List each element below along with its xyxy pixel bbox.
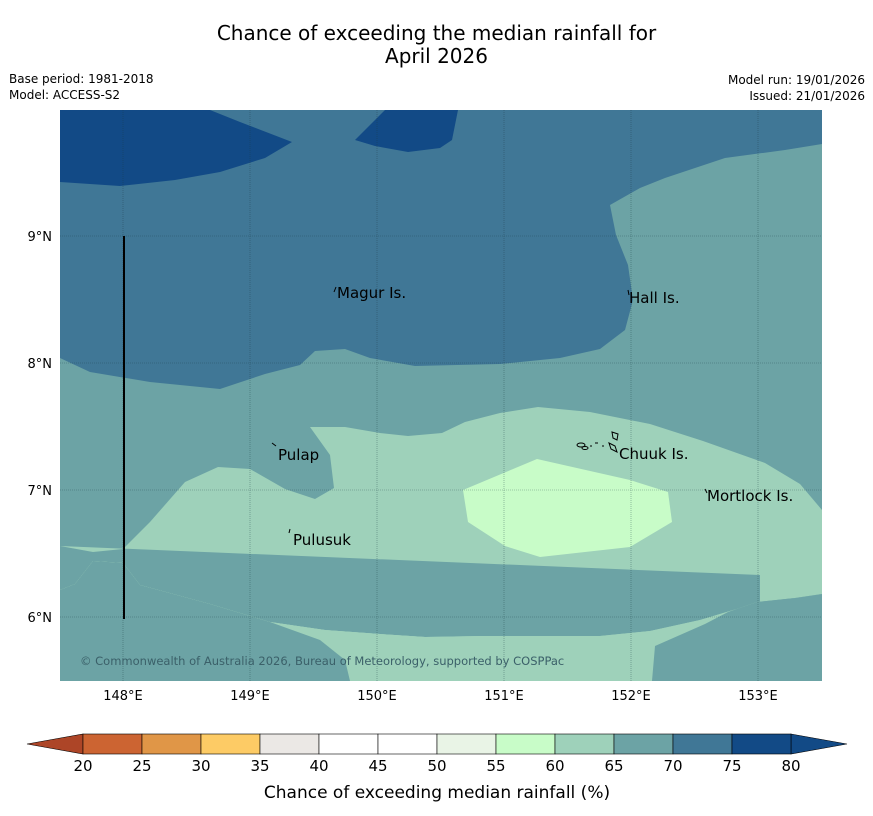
colorbar-tick-label: 55	[486, 757, 505, 775]
lat-label: 6°N	[28, 611, 53, 626]
lon-label: 150°E	[357, 689, 397, 704]
colorbar-segment	[82, 733, 143, 755]
place-label: Pulap	[278, 446, 319, 464]
forecast-map: Magur Is. Hall Is. Pulap Chuuk Is. Mortl…	[60, 110, 822, 681]
island-pulusuk	[288, 528, 291, 534]
colorbar-high-extension	[790, 733, 848, 755]
lon-label: 149°E	[230, 689, 270, 704]
band-70-75-southwest	[60, 561, 350, 681]
band-80-plus-north	[355, 110, 458, 152]
place-label: Hall Is.	[629, 289, 680, 307]
colorbar-tick-label: 80	[781, 757, 800, 775]
colorbar-label: Chance of exceeding median rainfall (%)	[264, 783, 610, 803]
colorbar-tick-label: 50	[427, 757, 446, 775]
colorbar-tick-label: 30	[191, 757, 210, 775]
lat-label: 9°N	[28, 230, 53, 245]
colorbar-tick-label: 35	[250, 757, 269, 775]
base-period: Base period: 1981-2018	[9, 72, 154, 86]
title-line-1: Chance of exceeding the median rainfall …	[216, 21, 657, 45]
colorbar-tick-label: 45	[368, 757, 387, 775]
colorbar-segment	[259, 733, 320, 755]
meta-right: Model run: 19/01/2026 Issued: 21/01/2026	[728, 72, 865, 104]
colorbar-tick-label: 75	[722, 757, 741, 775]
meta-left: Base period: 1981-2018 Model: ACCESS-S2	[9, 71, 154, 103]
colorbar-tick-label: 20	[73, 757, 92, 775]
colorbar: 20 25 30 35 40 45 50 55 60 65 70 75 80 Chance of exc…	[26, 733, 848, 803]
colorbar-segment	[495, 733, 556, 755]
colorbar-tick-label: 65	[604, 757, 623, 775]
band-70-75-southeast	[652, 594, 822, 681]
colorbar-segment	[318, 733, 379, 755]
lon-label: 153°E	[738, 689, 778, 704]
model-name: Model: ACCESS-S2	[9, 88, 121, 102]
colorbar-segment	[141, 733, 202, 755]
island-pulap	[271, 442, 277, 447]
band-60-65	[463, 459, 672, 557]
colorbar-segment	[554, 733, 615, 755]
colorbar-tick-label: 70	[663, 757, 682, 775]
island-chuuk	[576, 431, 619, 453]
colorbar-low-extension	[26, 733, 84, 755]
colorbar-tick-label: 60	[545, 757, 564, 775]
lon-label: 148°E	[103, 689, 143, 704]
colorbar-segment	[436, 733, 497, 755]
island-magur	[333, 286, 337, 293]
issued-date: Issued: 21/01/2026	[749, 89, 865, 103]
map-title: Chance of exceeding the median rainfall …	[0, 22, 873, 68]
place-label: Pulusuk	[293, 531, 351, 549]
colorbar-segment	[731, 733, 792, 755]
map-gridlines	[60, 110, 822, 681]
lat-label: 8°N	[28, 357, 53, 372]
band-80-plus-west	[60, 110, 292, 186]
place-label: Magur Is.	[337, 284, 406, 302]
copyright-text: © Commonwealth of Australia 2026, Bureau…	[80, 654, 564, 668]
colorbar-segment	[377, 733, 438, 755]
place-label: Chuuk Is.	[619, 445, 688, 463]
island-mortlock	[704, 488, 708, 494]
colorbar-segment	[672, 733, 733, 755]
island-markers	[271, 286, 708, 534]
model-run: Model run: 19/01/2026	[727, 73, 865, 87]
place-label: Mortlock Is.	[707, 487, 793, 505]
lat-label: 7°N	[28, 484, 53, 499]
lon-label: 151°E	[484, 689, 524, 704]
colorbar-segment	[613, 733, 674, 755]
colorbar-segment	[200, 733, 261, 755]
lon-label: 152°E	[611, 689, 651, 704]
colorbar-tick-label: 40	[309, 757, 328, 775]
colorbar-tick-label: 25	[132, 757, 151, 775]
band-65-70	[60, 407, 822, 681]
island-hall	[627, 289, 630, 296]
title-line-2: April 2026	[385, 44, 488, 68]
